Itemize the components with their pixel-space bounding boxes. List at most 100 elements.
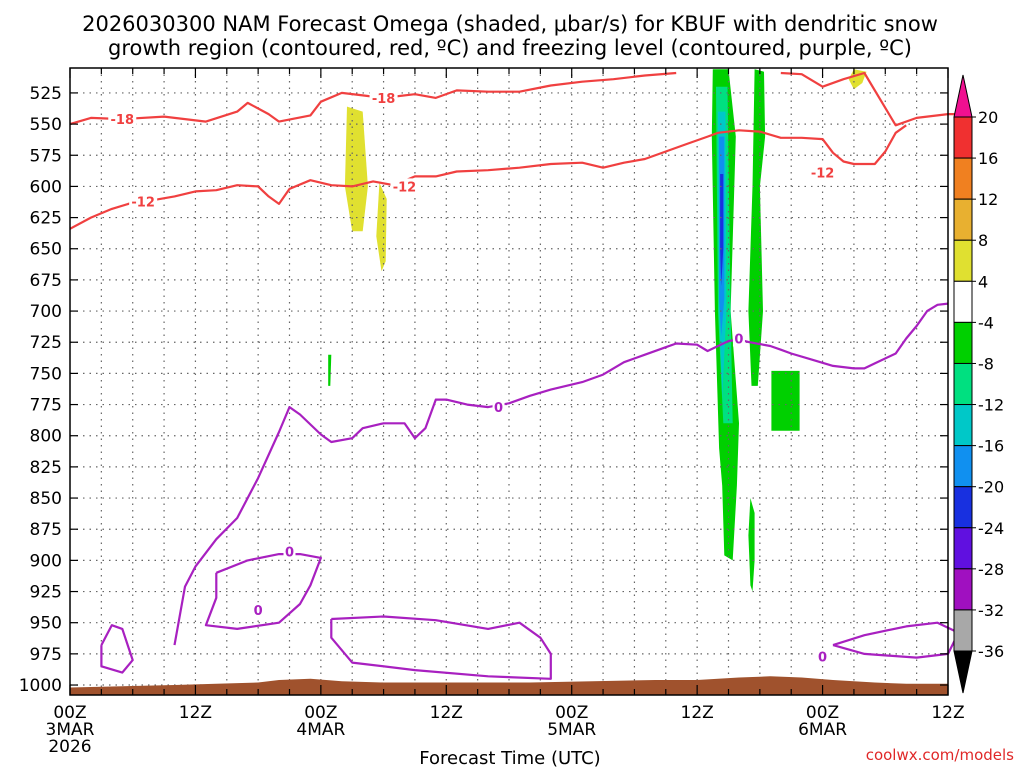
colorbar-box-0: [953, 116, 973, 159]
contour-label-bg: [108, 111, 137, 128]
colorbar: 20 16 12 8 4 -4 -8 -12 -16 -20 -24 -28 -32 -36: [953, 74, 1004, 694]
contour-label-7-0: 0: [818, 650, 827, 665]
colorbar-label-9: -20: [978, 478, 1004, 497]
colorbar-label-8: -16: [978, 437, 1004, 456]
xtick-label-line: 00Z: [53, 703, 86, 723]
omega-region-1: [376, 182, 387, 272]
colorbar-box-2: [953, 198, 973, 241]
colorbar-label-3: 8: [978, 231, 988, 250]
contour-label-3-1: 0: [734, 332, 743, 347]
colorbar-box-11: [953, 568, 973, 611]
xtick-label-line: 12Z: [430, 703, 463, 723]
ytick-label-650: 650: [30, 240, 62, 260]
colorbar-label-2: 12: [978, 190, 998, 209]
colorbar-box-3: [953, 239, 973, 282]
colorbar-label-13: -36: [978, 642, 1004, 661]
axis-layer: 525 550 575 600 625 650 675 700 725 750 775 800 825 8…: [19, 67, 965, 757]
omega-region-10: [328, 354, 332, 386]
ytick-label-825: 825: [30, 458, 62, 478]
xtick-label-12: 12Z: [179, 703, 212, 723]
ytick-label-975: 975: [30, 645, 62, 665]
xtick-label-line: 00Z: [806, 703, 839, 723]
colorbar-box-8: [953, 445, 973, 488]
colorbar-label-4: 4: [978, 272, 988, 291]
chart-title-line2: growth region (contoured, red, ºC) and f…: [108, 36, 912, 60]
ytick-label-750: 750: [30, 364, 62, 384]
ytick-label-775: 775: [30, 396, 62, 416]
grid-layer: [70, 68, 948, 695]
ytick-label-900: 900: [30, 551, 62, 571]
contour-line-1: [780, 71, 959, 127]
ytick-label-875: 875: [30, 520, 62, 540]
xtick-label-36: 12Z: [430, 703, 463, 723]
colorbar-box-9: [953, 486, 973, 529]
ytick-label-600: 600: [30, 177, 62, 197]
xtick-label-72: 00Z 6MAR: [798, 703, 847, 740]
contour-label-3-0: 0: [494, 401, 503, 416]
contour-line-4: [100, 624, 134, 674]
ytick-label-575: 575: [30, 146, 62, 166]
xtick-label-24: 00Z 4MAR: [296, 703, 345, 740]
contour-line-0: [69, 71, 677, 126]
contour-layer: -18 -18 -12 -12 -12 0 0 0 0 0: [69, 71, 960, 680]
omega-region-11: [748, 498, 755, 592]
xtick-label-84: 12Z: [931, 703, 964, 723]
contour-label-bg: [252, 602, 265, 619]
xtick-label-line: 6MAR: [798, 720, 847, 740]
contour-line-6: [330, 615, 552, 680]
contour-label-bg: [129, 193, 158, 210]
ytick-label-550: 550: [30, 115, 62, 135]
xtick-label-line: 3MAR: [46, 720, 95, 740]
colorbar-label-5: -4: [978, 313, 994, 332]
colorbar-label-1: 16: [978, 149, 998, 168]
contour-label-0-0: -18: [111, 113, 135, 128]
contour-label-2-1: -12: [393, 180, 417, 195]
contour-label-bg: [492, 399, 505, 416]
colorbar-box-6: [953, 362, 973, 406]
contour-label-0-1: -18: [372, 92, 396, 107]
colorbar-label-7: -12: [978, 396, 1004, 415]
xtick-label-line: 12Z: [681, 703, 714, 723]
contour-label-5-1: 0: [285, 546, 294, 561]
omega-shading-layer: [328, 69, 867, 592]
contour-line-5: [204, 553, 322, 630]
ytick-label-725: 725: [30, 333, 62, 353]
contour-label-2-0: -12: [131, 195, 155, 210]
xtick-label-line: 4MAR: [296, 720, 345, 740]
ytick-label-925: 925: [30, 583, 62, 603]
chart-title-line1: 2026030300 NAM Forecast Omega (shaded, μ…: [82, 12, 938, 36]
xtick-label-60: 12Z: [681, 703, 714, 723]
xtick-label-line: 12Z: [931, 703, 964, 723]
ytick-label-675: 675: [30, 271, 62, 291]
colorbar-box-7: [953, 404, 973, 447]
ytick-label-1000: 1000: [19, 676, 62, 696]
contour-label-bg: [390, 178, 419, 195]
ytick-label-800: 800: [30, 427, 62, 447]
omega-region-0: [344, 106, 368, 232]
contour-label-bg: [283, 543, 296, 560]
credit-text: coolwx.com/models: [866, 746, 1014, 764]
colorbar-bottom-arrow: [953, 650, 973, 694]
contour-line-2: [69, 124, 907, 230]
x-axis-label: Forecast Time (UTC): [419, 748, 600, 768]
xtick-label-0: 00Z 3MAR 2026: [46, 703, 95, 757]
contour-label-bg: [732, 330, 745, 347]
colorbar-box-10: [953, 527, 973, 570]
xtick-label-line: 12Z: [179, 703, 212, 723]
contour-label-5-0: 0: [254, 604, 263, 619]
colorbar-label-11: -28: [978, 560, 1004, 579]
colorbar-label-6: -8: [978, 354, 994, 373]
contour-label-bg: [816, 648, 829, 665]
colorbar-box-5: [953, 321, 973, 364]
contour-label-2-2: -12: [811, 167, 835, 182]
colorbar-box-12: [953, 609, 973, 652]
colorbar-label-12: -32: [978, 601, 1004, 620]
colorbar-label-0: 20: [978, 108, 998, 127]
xtick-label-line: 00Z: [555, 703, 588, 723]
ytick-label-950: 950: [30, 614, 62, 634]
colorbar-box-4: [953, 280, 973, 323]
omega-region-9: [771, 370, 800, 431]
colorbar-top-arrow: [953, 74, 973, 118]
ytick-label-525: 525: [30, 84, 62, 104]
